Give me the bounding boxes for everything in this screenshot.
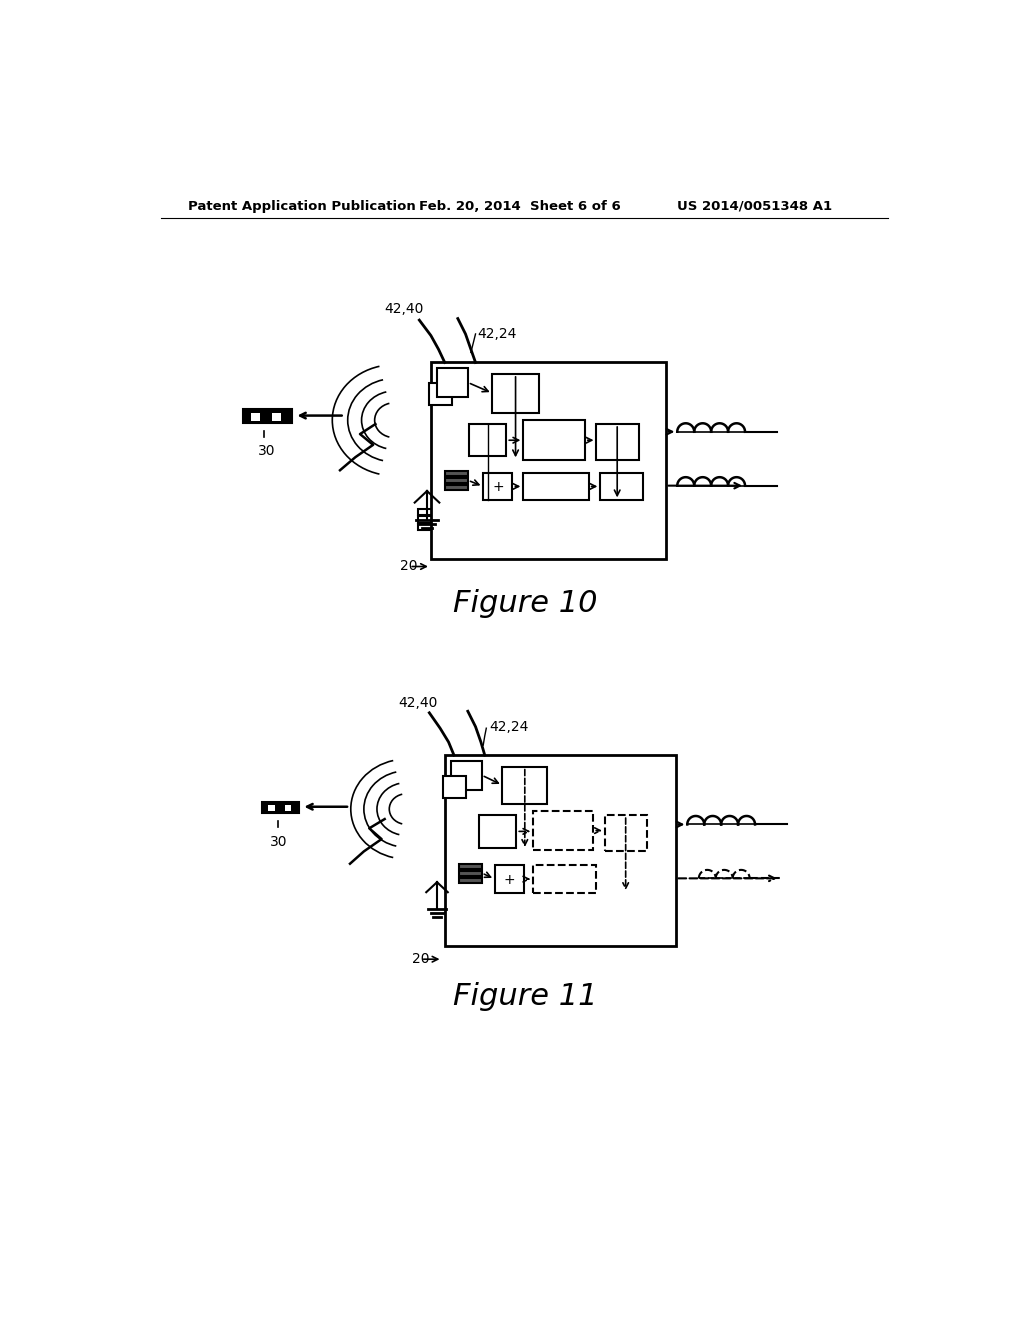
Bar xyxy=(431,363,666,558)
Bar xyxy=(437,368,468,397)
Bar xyxy=(605,816,647,850)
Bar xyxy=(272,413,282,421)
Text: +: + xyxy=(504,873,515,887)
Text: 42,24: 42,24 xyxy=(489,719,528,734)
Bar xyxy=(443,776,466,797)
Bar xyxy=(268,805,275,812)
Bar xyxy=(596,424,639,461)
Text: US 2014/0051348 A1: US 2014/0051348 A1 xyxy=(677,199,833,213)
Bar xyxy=(459,878,481,883)
Text: Feb. 20, 2014  Sheet 6 of 6: Feb. 20, 2014 Sheet 6 of 6 xyxy=(419,199,622,213)
Text: 20: 20 xyxy=(400,560,418,573)
Bar xyxy=(285,805,292,812)
Bar xyxy=(251,413,260,421)
Bar xyxy=(444,755,676,946)
Bar xyxy=(444,471,468,477)
Text: Patent Application Publication: Patent Application Publication xyxy=(188,199,416,213)
Text: 20: 20 xyxy=(412,952,429,966)
FancyBboxPatch shape xyxy=(243,409,292,422)
Text: 42,40: 42,40 xyxy=(398,696,438,710)
Bar xyxy=(493,374,539,412)
Bar xyxy=(459,871,481,876)
Bar xyxy=(444,484,468,490)
Bar xyxy=(600,473,643,500)
Text: 42,40: 42,40 xyxy=(385,301,424,315)
Bar xyxy=(469,424,506,457)
Text: 30: 30 xyxy=(258,444,275,458)
Bar xyxy=(418,516,438,523)
Bar xyxy=(418,524,438,531)
Bar xyxy=(523,420,585,461)
Bar xyxy=(459,863,481,869)
Bar xyxy=(483,473,512,500)
Text: 42,24: 42,24 xyxy=(477,327,516,341)
Bar xyxy=(429,383,453,405)
Bar xyxy=(479,816,516,847)
Bar xyxy=(444,478,468,483)
Bar xyxy=(534,812,593,850)
Text: Figure 10: Figure 10 xyxy=(453,589,597,618)
Bar xyxy=(503,767,547,804)
FancyBboxPatch shape xyxy=(262,803,299,813)
Bar xyxy=(534,866,596,892)
Bar xyxy=(451,760,481,789)
Bar xyxy=(418,508,438,515)
Text: Figure 11: Figure 11 xyxy=(453,982,597,1011)
Text: 30: 30 xyxy=(270,836,288,849)
Text: +: + xyxy=(493,480,504,494)
Bar xyxy=(495,866,524,892)
Bar xyxy=(523,473,589,500)
